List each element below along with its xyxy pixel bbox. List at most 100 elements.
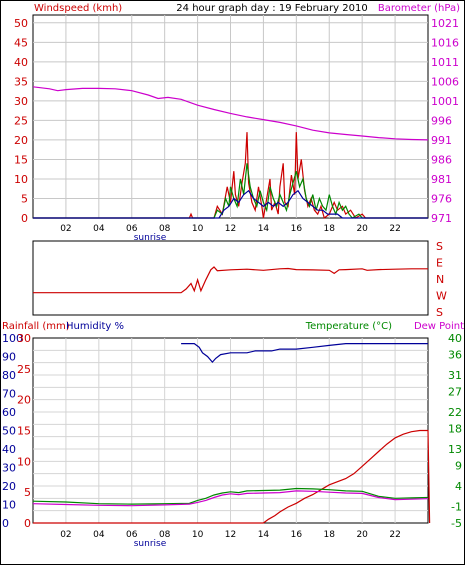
temperature-tick-label: -5: [451, 517, 462, 530]
barometer-tick-label: 996: [431, 114, 452, 127]
chart3-x-tick-labels: 02 04 06 08 10 12 14 16 18 20 22: [60, 530, 401, 540]
temperature-tick-label: 4: [455, 480, 462, 493]
chart3-x-tick-label: 14: [258, 530, 270, 540]
humidity-tick-label: 60: [2, 406, 16, 419]
chart3-x-tick-label: 18: [324, 530, 336, 540]
chart1-x-tick-label: 22: [389, 224, 400, 234]
rainfall-tick-label: 0: [24, 517, 31, 530]
windspeed-tick-label: 10: [14, 173, 28, 186]
wind-avg-line: [33, 189, 428, 219]
sunrise-label: sunrise: [134, 233, 167, 243]
humidity-tick-label: 90: [2, 351, 16, 364]
humidity-tick-label: 80: [2, 369, 16, 382]
compass-label: N: [436, 273, 444, 286]
chart3-x-tick-label: 10: [192, 530, 204, 540]
windspeed-tick-label: 35: [14, 75, 28, 88]
windspeed-axis-label: Windspeed (kmh): [34, 3, 122, 14]
chart3-x-tick-label: 08: [159, 530, 171, 540]
windspeed-tick-labels: 0 5 10 15 20 25 30 35 40 45 50: [14, 17, 28, 225]
temperature-tick-label: -1: [451, 501, 462, 514]
humidity-tick-label: 30: [2, 462, 16, 475]
rainfall-axis-label: Rainfall (mm): [2, 321, 70, 332]
barometer-line: [32, 86, 429, 141]
temperature-tick-label: 13: [448, 443, 462, 456]
barometer-axis-label: Barometer (hPa): [378, 3, 460, 14]
wind-gust-line: [33, 132, 428, 220]
temperature-axis-label: Temperature (°C): [305, 321, 392, 332]
barometer-tick-label: 1011: [431, 56, 459, 69]
barometer-tick-labels: 971 976 981 986 991 996 1001 1006 1011 1016 1021: [431, 17, 459, 225]
temperature-tick-labels: -5 -1 4 9 13 18 22 27 31 36 40: [448, 332, 462, 530]
rainfall-tick-label: 20: [17, 394, 31, 407]
wind-direction-line: [33, 266, 428, 294]
chart1-x-tick-label: 20: [356, 224, 368, 234]
humidity-tick-label: 50: [2, 425, 16, 438]
humidity-tick-labels: 0 10 20 30 40 50 60 70 80 90 100: [2, 332, 23, 530]
wind-speed-line: [33, 163, 428, 219]
chart1-x-tick-label: 16: [291, 224, 303, 234]
temperature-tick-label: 40: [448, 332, 462, 345]
windspeed-tick-label: 20: [14, 134, 28, 147]
chart3-grid: [33, 338, 428, 523]
windspeed-tick-label: 30: [14, 95, 28, 108]
chart3-x-tick-label: 20: [356, 530, 368, 540]
windspeed-tick-label: 15: [14, 153, 28, 166]
chart3-x-tick-label: 12: [225, 530, 236, 540]
temperature-tick-label: 36: [448, 348, 462, 361]
rainfall-tick-label: 30: [17, 332, 31, 345]
chart1-x-tick-label: 06: [126, 224, 138, 234]
chart1-x-tick-label: 08: [159, 224, 171, 234]
dew-point-line: [32, 490, 429, 507]
barometer-tick-label: 991: [431, 134, 452, 147]
chart1-series: [32, 86, 429, 220]
temperature-tick-label: 18: [448, 422, 462, 435]
rainfall-tick-labels: 0 5 10 15 20 25 30: [17, 332, 31, 530]
chart3-x-tick-label: 02: [60, 530, 71, 540]
chart3-x-tick-label: 16: [291, 530, 303, 540]
humidity-tick-label: 20: [2, 480, 16, 493]
windspeed-tick-label: 45: [14, 36, 28, 49]
chart1-x-tick-label: 12: [225, 224, 236, 234]
rainfall-tick-label: 10: [17, 455, 31, 468]
compass-label: E: [436, 257, 443, 270]
windspeed-tick-label: 5: [21, 192, 28, 205]
rainfall-tick-label: 15: [17, 425, 31, 438]
barometer-tick-label: 1006: [431, 75, 459, 88]
barometer-tick-label: 981: [431, 173, 452, 186]
humidity-tick-label: 10: [2, 499, 16, 512]
chart3-x-tick-label: 06: [126, 530, 138, 540]
wind-barometer-chart: 0 5 10 15 20 25 30 35 40 45 50 971 976 981 986 991 996 1…: [14, 14, 459, 243]
chart3-x-tick-label: 22: [389, 530, 400, 540]
compass-label: S: [436, 306, 443, 319]
chart1-x-tick-label: 02: [60, 224, 71, 234]
windspeed-tick-label: 40: [14, 56, 28, 69]
humidity-tick-label: 0: [2, 517, 9, 530]
rainfall-tick-label: 25: [17, 363, 31, 376]
chart1-x-tick-label: 10: [192, 224, 204, 234]
windspeed-tick-label: 0: [21, 212, 28, 225]
compass-label: S: [436, 240, 443, 253]
barometer-tick-label: 986: [431, 153, 452, 166]
humidity-tick-label: 100: [2, 332, 23, 345]
compass-label: W: [436, 290, 447, 303]
barometer-tick-label: 971: [431, 212, 452, 225]
barometer-tick-label: 1021: [431, 17, 459, 30]
chart1-x-tick-labels: 02 04 06 08 10 12 14 16 18 20 22: [60, 224, 401, 234]
temperature-tick-label: 27: [448, 385, 462, 398]
barometer-tick-label: 976: [431, 192, 452, 205]
temperature-tick-label: 22: [448, 406, 462, 419]
temperature-tick-label: 31: [448, 369, 462, 382]
chart1-x-tick-label: 04: [93, 224, 105, 234]
chart3-x-tick-label: 04: [93, 530, 105, 540]
chart2-series: [33, 266, 428, 294]
temperature-line: [32, 487, 429, 505]
windspeed-tick-label: 50: [14, 17, 28, 30]
barometer-tick-label: 1016: [431, 36, 459, 49]
chart3-series: [32, 343, 431, 524]
sunrise-label-bottom: sunrise: [134, 539, 167, 549]
chart-title: 24 hour graph day : 19 February 2010: [176, 3, 367, 14]
